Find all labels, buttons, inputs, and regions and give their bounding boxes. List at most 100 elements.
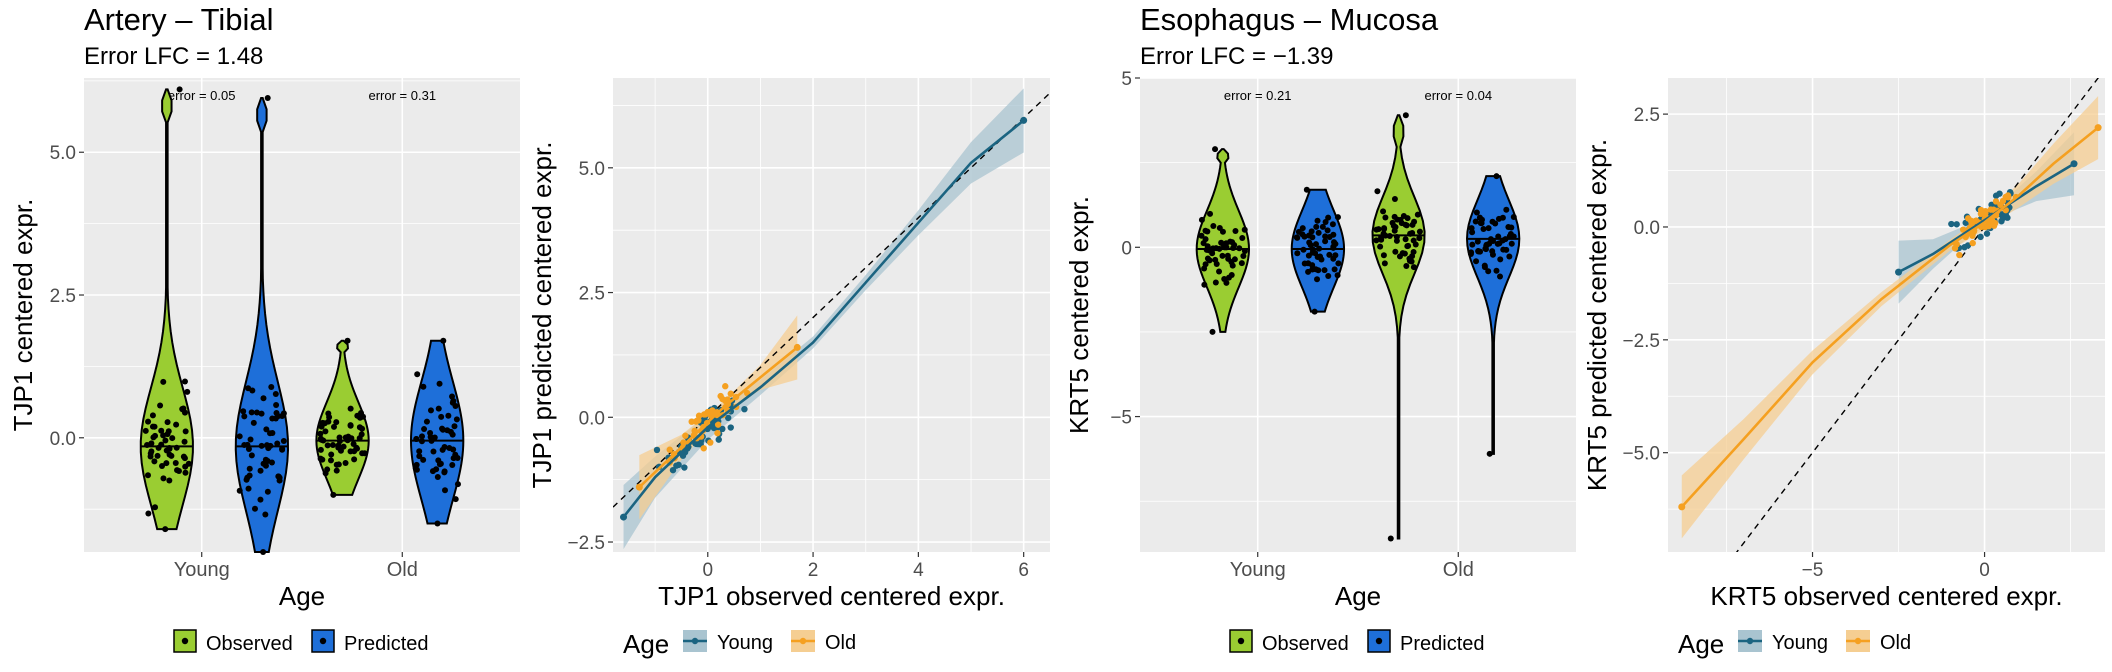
x-axis-label: Age bbox=[279, 581, 325, 611]
data-point bbox=[1212, 256, 1219, 263]
y-tick-label: 5 bbox=[1121, 69, 1132, 90]
data-point bbox=[1409, 253, 1416, 260]
data-point bbox=[1382, 232, 1389, 239]
data-point-young bbox=[1895, 268, 1903, 276]
data-point bbox=[1200, 240, 1207, 247]
data-point-old bbox=[2094, 124, 2102, 132]
data-point-old bbox=[1678, 503, 1686, 511]
data-point bbox=[248, 452, 255, 459]
data-point bbox=[359, 425, 366, 432]
data-point bbox=[151, 423, 158, 430]
fit-line-young bbox=[1897, 162, 2075, 274]
confidence-band-young bbox=[623, 88, 1024, 550]
data-point bbox=[1400, 212, 1407, 219]
error-label: error = 0.04 bbox=[1424, 88, 1492, 103]
data-point bbox=[1315, 267, 1322, 274]
data-point bbox=[1303, 186, 1310, 193]
data-point bbox=[268, 384, 275, 391]
data-point bbox=[1202, 261, 1209, 268]
data-point bbox=[1497, 256, 1504, 263]
y-tick-label: 2.5 bbox=[579, 284, 605, 305]
data-point bbox=[1207, 210, 1214, 217]
y-axis-label: TJP1 predicted centered expr. bbox=[527, 142, 557, 489]
data-point bbox=[1239, 235, 1246, 242]
data-point bbox=[1494, 240, 1501, 247]
data-point bbox=[1201, 281, 1208, 288]
data-point bbox=[1227, 238, 1234, 245]
data-point bbox=[335, 461, 342, 468]
data-point-young bbox=[2070, 160, 2078, 168]
data-point bbox=[1489, 251, 1496, 258]
data-point bbox=[1402, 236, 1409, 243]
data-point bbox=[181, 438, 188, 445]
data-point bbox=[1219, 228, 1226, 235]
data-point bbox=[439, 446, 446, 453]
data-point-old bbox=[635, 483, 643, 491]
data-point bbox=[1309, 266, 1316, 273]
data-point bbox=[317, 455, 324, 462]
data-point-old bbox=[707, 439, 714, 446]
data-point bbox=[1392, 248, 1399, 255]
data-point bbox=[249, 387, 256, 394]
legends: Observed Predicted Observed Predicted Age You… bbox=[173, 629, 1911, 659]
legend-key-point bbox=[1375, 637, 1383, 645]
data-point bbox=[1330, 255, 1337, 262]
data-point bbox=[1236, 245, 1243, 252]
data-point bbox=[1313, 223, 1320, 230]
data-point bbox=[1324, 227, 1331, 234]
data-point bbox=[1414, 211, 1421, 218]
legend-key-point bbox=[181, 637, 189, 645]
data-point bbox=[1508, 240, 1515, 247]
data-point bbox=[1334, 272, 1341, 279]
data-point bbox=[1500, 246, 1507, 253]
data-point bbox=[262, 511, 269, 518]
data-point bbox=[1503, 206, 1510, 213]
data-point bbox=[1326, 251, 1333, 258]
data-point-young bbox=[719, 425, 726, 433]
data-point bbox=[1240, 253, 1247, 260]
data-point bbox=[450, 446, 457, 453]
data-point bbox=[418, 438, 425, 445]
data-point bbox=[1294, 250, 1301, 257]
data-point bbox=[416, 448, 423, 455]
data-point-old bbox=[1951, 245, 1959, 252]
data-point bbox=[328, 451, 335, 458]
legend-label-predicted: Predicted bbox=[344, 633, 429, 655]
y-axis-label: TJP1 centered expr. bbox=[8, 199, 38, 432]
data-point bbox=[264, 94, 271, 101]
data-point bbox=[430, 448, 437, 455]
data-point bbox=[1382, 214, 1389, 221]
data-point-young bbox=[681, 464, 688, 471]
violin-predicted-old bbox=[1465, 175, 1521, 455]
y-tick-label: 5.0 bbox=[579, 159, 605, 180]
data-point bbox=[279, 445, 286, 452]
data-point bbox=[336, 434, 343, 441]
data-point bbox=[1393, 233, 1400, 240]
data-point bbox=[1493, 173, 1500, 180]
data-point bbox=[1497, 273, 1504, 280]
data-point bbox=[149, 412, 156, 419]
data-point bbox=[452, 496, 459, 503]
y-tick-label: −2.5 bbox=[567, 533, 605, 554]
data-point bbox=[414, 371, 421, 378]
data-point bbox=[245, 485, 252, 492]
x-tick-label: Young bbox=[1230, 559, 1286, 581]
data-point-old bbox=[727, 390, 734, 397]
legend-label-predicted: Predicted bbox=[1400, 633, 1485, 655]
data-point bbox=[1386, 233, 1393, 240]
fit-line-old bbox=[638, 346, 799, 489]
data-point-old bbox=[682, 432, 689, 439]
y-tick-label: 2.5 bbox=[1634, 105, 1660, 126]
data-point bbox=[438, 413, 445, 420]
data-point bbox=[1241, 248, 1248, 255]
data-point-old bbox=[1967, 217, 1974, 224]
legend-key-point bbox=[1746, 637, 1754, 645]
data-point-old bbox=[700, 445, 707, 452]
panel-title-esophagus: Esophagus – Mucosa bbox=[1140, 2, 1439, 37]
legend-label-young: Young bbox=[1772, 632, 1828, 654]
data-point bbox=[160, 378, 167, 385]
data-point bbox=[1316, 245, 1323, 252]
data-point bbox=[1377, 243, 1384, 250]
data-point bbox=[1390, 222, 1397, 229]
